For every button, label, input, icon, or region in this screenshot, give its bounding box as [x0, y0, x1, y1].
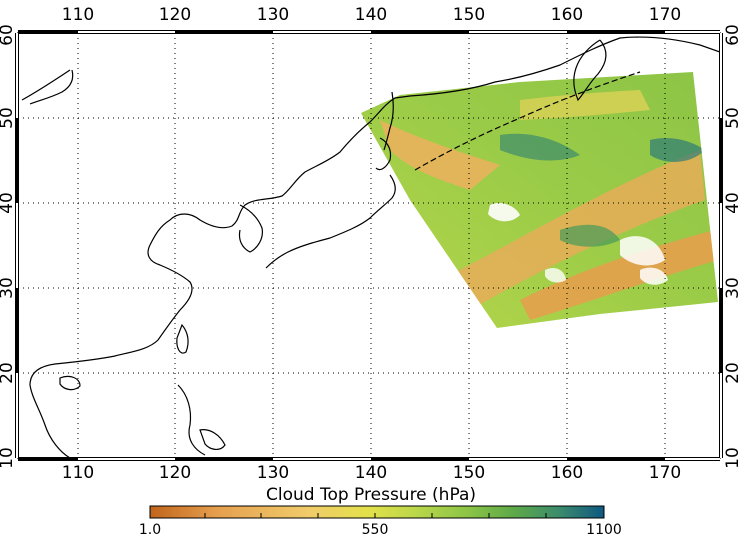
lat-tick-label: 10: [0, 447, 17, 469]
lon-tick-label: 120: [159, 463, 191, 483]
lon-tick-label: 110: [62, 5, 94, 25]
coastline-sakhalin: [383, 91, 394, 151]
graticule: [18, 33, 720, 458]
lat-tick-label: 60: [723, 24, 743, 46]
lon-tick-label: 120: [159, 5, 191, 25]
lat-tick-label: 20: [723, 362, 743, 384]
lon-tick-label: 170: [649, 5, 681, 25]
lon-tick-label: 160: [551, 5, 583, 25]
coastline-taiwan: [176, 323, 189, 354]
lon-axis-top: 110 120 130 140 150 160 170: [62, 5, 681, 25]
lat-tick-label: 30: [0, 277, 17, 299]
lat-tick-label: 30: [723, 277, 743, 299]
coastline-philippines-south: [199, 429, 226, 450]
coastline-japan: [265, 174, 396, 269]
lat-tick-label: 20: [0, 362, 17, 384]
low-cloud-patch: [560, 224, 620, 247]
clear-sky-patch: [488, 203, 520, 222]
coastline-siberia: [21, 69, 74, 105]
colorbar-ticks: [204, 513, 547, 518]
colorbar-min-label: 1.0: [139, 522, 161, 538]
clear-sky-patch: [640, 267, 668, 285]
coastline-east-asia: [29, 36, 720, 458]
island-chain: [414, 71, 641, 171]
lon-tick-label: 130: [257, 463, 289, 483]
low-cloud-patch: [650, 138, 705, 162]
low-cloud-patch: [500, 133, 580, 161]
coastline-korea: [238, 204, 263, 253]
clear-sky-patch: [620, 236, 665, 266]
lat-tick-label: 60: [0, 24, 17, 46]
coastline-hainan: [59, 375, 81, 391]
lon-tick-label: 150: [453, 5, 485, 25]
coastline-kamchatka: [573, 39, 607, 102]
lat-tick-label: 40: [723, 192, 743, 214]
lat-tick-label: 40: [0, 192, 17, 214]
colorbar: Cloud Top Pressure (hPa) 1.0 550 1100: [139, 485, 622, 538]
mid-cloud-area: [520, 90, 650, 120]
lat-axis-right: 10 20 30 40 50 60: [723, 24, 743, 469]
clear-sky-patch: [545, 268, 566, 283]
lon-tick-label: 170: [649, 463, 681, 483]
high-cloud-band: [520, 230, 718, 320]
cloud-swath: [361, 72, 718, 328]
lat-tick-label: 50: [723, 107, 743, 129]
coastlines: [21, 36, 720, 458]
colorbar-mid-label: 550: [362, 522, 389, 538]
high-cloud-band: [380, 120, 500, 190]
colorbar-gradient: [149, 505, 605, 519]
map-frame: [15, 30, 723, 461]
lat-tick-label: 50: [0, 107, 17, 129]
coastline-philippines: [177, 384, 206, 456]
lon-tick-label: 140: [355, 463, 387, 483]
lon-tick-label: 110: [62, 463, 94, 483]
lon-tick-label: 140: [355, 5, 387, 25]
lon-tick-label: 130: [257, 5, 289, 25]
colorbar-title: Cloud Top Pressure (hPa): [266, 485, 476, 505]
lat-axis-left: 10 20 30 40 50 60: [0, 24, 17, 469]
lat-tick-label: 10: [723, 447, 743, 469]
lon-tick-label: 150: [453, 463, 485, 483]
lon-tick-label: 160: [551, 463, 583, 483]
lon-axis-bottom: 110 120 130 140 150 160 170: [62, 463, 681, 483]
colorbar-max-label: 1100: [586, 522, 622, 538]
